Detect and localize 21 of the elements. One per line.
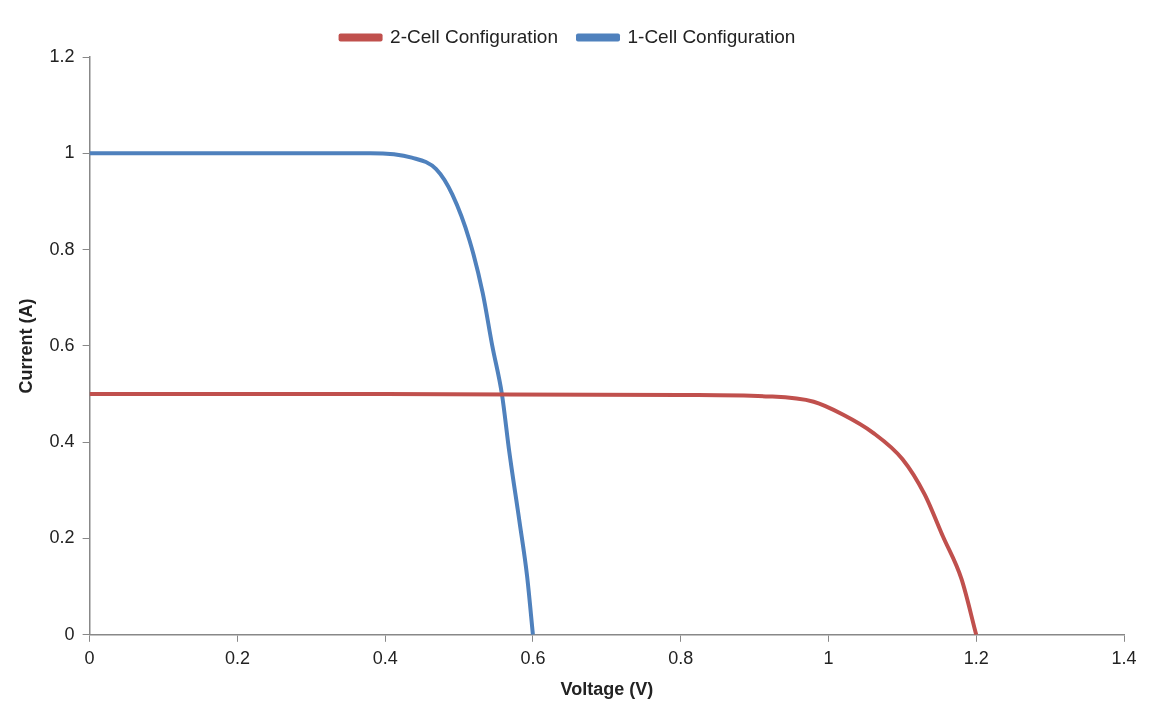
y-axis-title: Current (A) xyxy=(15,298,36,394)
x-tick-label: 0.4 xyxy=(372,647,398,668)
y-tick-label: 1.2 xyxy=(49,45,75,66)
x-tick-label: 0.6 xyxy=(520,647,546,668)
y-tick-label: 1 xyxy=(64,142,75,163)
x-tick-label: 0.2 xyxy=(224,647,250,668)
y-tick-label: 0.8 xyxy=(49,238,75,259)
legend-label: 1-Cell Configuration xyxy=(627,25,796,47)
line-series xyxy=(89,151,535,635)
x-tick-label: 1.4 xyxy=(1111,647,1137,668)
x-axis-title: Voltage (V) xyxy=(560,679,654,700)
line-series xyxy=(89,392,979,635)
y-tick-label: 0 xyxy=(64,623,75,644)
x-tick-label: 0.8 xyxy=(668,647,694,668)
x-tick-label: 0 xyxy=(84,647,95,668)
y-tick-label: 0.6 xyxy=(49,334,75,355)
legend-label: 2-Cell Configuration xyxy=(390,25,558,47)
y-tick-label: 0.2 xyxy=(49,527,75,548)
y-tick-label: 0.4 xyxy=(49,431,75,452)
x-tick-label: 1.2 xyxy=(963,647,989,668)
x-tick-label: 1 xyxy=(823,647,834,668)
